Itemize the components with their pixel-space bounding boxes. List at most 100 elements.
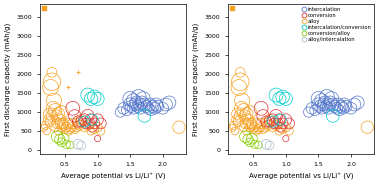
Point	[244, 130, 250, 132]
Point	[232, 130, 238, 132]
Point	[283, 118, 289, 121]
Point	[88, 118, 94, 121]
Point	[160, 107, 166, 110]
Point	[88, 130, 94, 132]
Point	[148, 109, 154, 112]
Point	[263, 122, 269, 125]
Point	[239, 99, 245, 102]
Point	[250, 128, 256, 131]
Point	[89, 126, 95, 129]
Point	[52, 109, 58, 112]
Point	[53, 114, 59, 117]
Point	[355, 101, 361, 104]
Point	[270, 120, 276, 123]
Point	[254, 130, 260, 132]
Point	[82, 118, 88, 121]
Point	[130, 107, 136, 110]
Point	[266, 120, 273, 123]
Point	[312, 109, 318, 112]
Point	[85, 114, 91, 117]
X-axis label: Average potential vs Li/Li⁺ (V): Average potential vs Li/Li⁺ (V)	[249, 173, 353, 180]
Point	[60, 137, 67, 140]
Point	[91, 95, 97, 98]
Point	[91, 128, 97, 131]
Point	[91, 122, 97, 125]
Point	[338, 105, 344, 108]
Point	[280, 122, 286, 125]
Point	[78, 120, 84, 123]
Point	[247, 111, 253, 114]
Point	[315, 103, 321, 106]
Point	[325, 107, 331, 110]
Point	[121, 107, 127, 110]
Point	[63, 126, 69, 129]
Y-axis label: First discharge capacity (mAh/g): First discharge capacity (mAh/g)	[4, 22, 11, 136]
Point	[139, 101, 145, 104]
Point	[336, 109, 342, 112]
Point	[132, 103, 138, 106]
Point	[245, 138, 251, 141]
Point	[155, 105, 161, 108]
Point	[277, 118, 284, 121]
Point	[247, 141, 253, 144]
Point	[249, 124, 255, 127]
Point	[46, 112, 52, 115]
Point	[263, 143, 269, 146]
Point	[70, 122, 76, 125]
Point	[135, 105, 141, 108]
Point	[137, 103, 143, 106]
Point	[83, 122, 89, 125]
Point	[136, 95, 142, 98]
Point	[275, 122, 281, 125]
Point	[242, 114, 248, 117]
Point	[258, 107, 264, 110]
X-axis label: Average potential vs Li/Li⁺ (V): Average potential vs Li/Li⁺ (V)	[60, 173, 165, 180]
Point	[271, 122, 277, 125]
Point	[248, 122, 254, 125]
Point	[309, 107, 315, 110]
Point	[140, 97, 146, 100]
Point	[85, 93, 91, 96]
Point	[251, 126, 257, 129]
Point	[150, 105, 156, 108]
Point	[47, 120, 53, 123]
Point	[50, 107, 56, 110]
Point	[49, 80, 55, 83]
Point	[240, 126, 246, 129]
Point	[341, 103, 347, 106]
Point	[330, 103, 336, 106]
Point	[74, 126, 80, 129]
Point	[57, 138, 63, 141]
Point	[54, 135, 60, 138]
Point	[68, 126, 74, 129]
Point	[340, 107, 346, 110]
Point	[242, 122, 248, 125]
Point	[67, 128, 73, 131]
Point	[59, 126, 65, 129]
Point	[237, 114, 243, 117]
Point	[343, 105, 349, 108]
Point	[94, 126, 101, 129]
Point	[133, 101, 139, 104]
Point	[62, 128, 68, 131]
Point	[262, 126, 268, 129]
Point	[239, 107, 245, 110]
Point	[78, 144, 84, 147]
Point	[321, 103, 327, 106]
Point	[273, 124, 279, 127]
Point	[351, 103, 357, 106]
Point	[72, 128, 78, 131]
Point	[63, 143, 69, 146]
Point	[75, 143, 81, 146]
Point	[244, 112, 250, 115]
Point	[49, 71, 55, 74]
Point	[76, 124, 82, 127]
Point	[65, 130, 71, 132]
Point	[254, 122, 260, 125]
Point	[41, 126, 47, 129]
Point	[315, 97, 321, 100]
Point	[280, 128, 286, 131]
Y-axis label: First discharge capacity (mAh/g): First discharge capacity (mAh/g)	[192, 22, 199, 136]
Point	[176, 126, 182, 129]
Point	[283, 126, 289, 129]
